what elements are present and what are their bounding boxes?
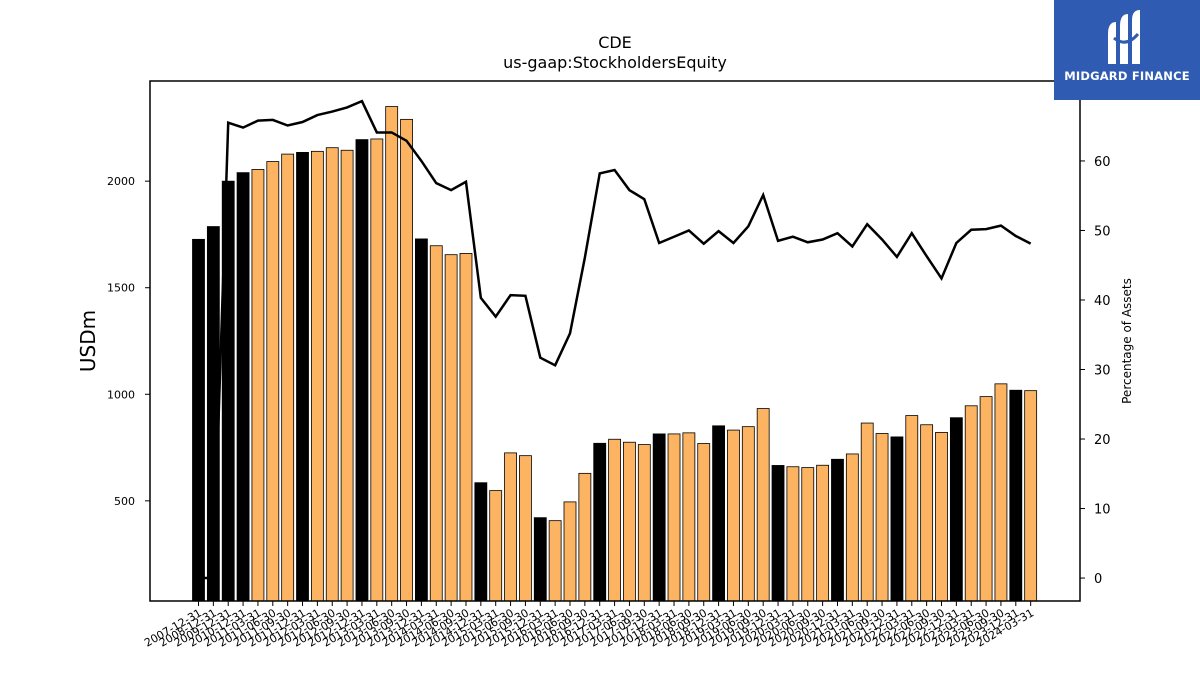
bar	[578, 472, 592, 602]
percentage-line	[198, 99, 1032, 580]
bar	[459, 253, 473, 602]
bar	[801, 467, 815, 602]
bar	[251, 169, 265, 602]
bar	[860, 422, 874, 602]
bar	[563, 501, 577, 602]
bar	[741, 426, 755, 602]
bar	[429, 245, 443, 602]
bar	[266, 161, 280, 602]
bar	[310, 150, 324, 602]
y2-axis-label: Percentage of Assets	[1120, 278, 1134, 404]
bar	[816, 464, 830, 602]
y-axis-ticks: 500 1000 1500 2000	[107, 175, 150, 508]
bar	[325, 147, 339, 602]
bar	[489, 490, 503, 602]
bar	[296, 151, 309, 602]
y2-axis-ticks: 0 10 20 30 40 50 60	[1080, 155, 1111, 587]
y2-tick-label: 30	[1094, 364, 1111, 379]
x-axis-ticks: 2007-12-312008-12-312009-12-312010-12-31…	[142, 601, 1036, 650]
bar	[949, 417, 963, 602]
y2-tick-label: 50	[1094, 224, 1111, 239]
y-tick-label: 2000	[107, 175, 135, 188]
y-tick-label: 500	[114, 495, 135, 508]
bar	[712, 425, 725, 602]
bar	[667, 433, 681, 602]
bar	[831, 458, 844, 602]
y-tick-label: 1000	[107, 388, 135, 401]
bar	[504, 452, 517, 602]
bar	[400, 118, 413, 602]
bar	[845, 453, 859, 602]
bar	[474, 482, 488, 602]
bar	[236, 172, 250, 602]
y2-tick-label: 0	[1094, 572, 1102, 587]
bar	[682, 432, 696, 602]
bar	[756, 408, 770, 602]
bar	[637, 444, 651, 602]
bar-series	[192, 106, 1038, 602]
bar	[652, 433, 666, 602]
logo-mark-icon	[1108, 10, 1140, 64]
y2-tick-label: 20	[1094, 433, 1111, 448]
bar	[1024, 390, 1038, 602]
bar	[444, 254, 458, 602]
bar	[964, 405, 978, 602]
chart-subtitle: us-gaap:StockholdersEquity	[503, 53, 727, 72]
y2-tick-label: 10	[1094, 503, 1111, 518]
bar	[192, 238, 205, 602]
bar	[890, 436, 904, 602]
bar	[519, 455, 532, 602]
y-axis-label: USDm	[76, 310, 100, 372]
bar	[533, 517, 547, 602]
y2-tick-label: 40	[1094, 294, 1111, 309]
bar	[370, 138, 384, 602]
bar	[935, 432, 948, 602]
bar	[786, 466, 800, 602]
brand-logo: MIDGARD FINANCE	[1054, 0, 1200, 100]
bar	[994, 383, 1008, 602]
bar	[905, 415, 919, 602]
y-tick-label: 1500	[107, 282, 135, 295]
bar	[593, 442, 607, 602]
bar	[355, 139, 369, 602]
bar	[608, 438, 621, 602]
plot-frame	[149, 80, 1081, 602]
bar	[920, 424, 934, 602]
bar	[385, 106, 399, 602]
bar	[875, 433, 889, 602]
chart-title: CDE	[598, 33, 632, 52]
bar	[548, 520, 562, 602]
bar	[979, 396, 993, 602]
logo-name: MIDGARD FINANCE	[1064, 69, 1190, 83]
bar	[340, 149, 354, 602]
bar	[727, 429, 740, 602]
bar	[771, 465, 785, 602]
y2-tick-label: 60	[1094, 155, 1111, 170]
bar	[281, 153, 295, 602]
bar	[697, 443, 711, 602]
bar	[623, 441, 636, 602]
bar	[414, 238, 428, 602]
bar	[1009, 389, 1023, 602]
